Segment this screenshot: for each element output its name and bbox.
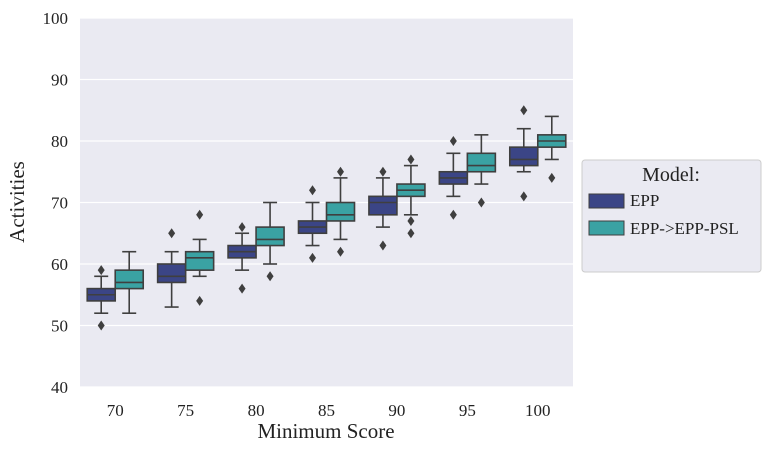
box-epp-epp-psl-90: [396, 154, 426, 239]
outlier-point: [379, 166, 387, 177]
outlier-point: [449, 136, 457, 146]
outlier-point: [97, 320, 105, 331]
x-axis-label: Minimum Score: [257, 419, 394, 443]
box-epp-epp-psl-95: [466, 134, 497, 208]
outlier-point: [337, 246, 344, 257]
box-body: [368, 195, 398, 216]
box-body: [255, 226, 285, 247]
outlier-point: [407, 228, 415, 239]
y-tick-label-90: 90: [51, 71, 68, 90]
x-tick-label-95: 95: [459, 401, 476, 420]
box-epp-epp-psl-85: [325, 166, 356, 257]
box-epp-80: [227, 222, 257, 294]
box-epp-epp-psl-75: [184, 209, 215, 306]
y-tick-label-40: 40: [51, 378, 68, 397]
box-body: [508, 146, 539, 167]
y-tick-label-80: 80: [51, 132, 68, 151]
outlier-point: [477, 197, 485, 208]
legend: Model: EPP EPP->EPP-PSL: [581, 159, 762, 273]
box-epp-85: [297, 185, 328, 263]
box-epp-100: [508, 105, 539, 202]
box-epp-epp-psl-80: [255, 201, 285, 282]
x-tick-label-70: 70: [107, 401, 124, 420]
legend-label-epp: EPP: [630, 191, 659, 210]
box-epp-70: [86, 265, 117, 331]
legend-title: Model:: [642, 164, 700, 186]
legend-swatch-epp-psl: [588, 220, 625, 236]
legend-label-epp-psl: EPP->EPP-PSL: [630, 219, 739, 238]
box-body: [156, 263, 187, 284]
outlier-point: [520, 191, 528, 202]
y-tick-label-60: 60: [51, 255, 68, 274]
y-tick-labels: 40 50 60 70 80 90 100: [43, 9, 69, 397]
box-body: [466, 152, 497, 173]
box-epp-epp-psl-70: [114, 250, 145, 315]
y-axis-label: Activities: [5, 161, 29, 243]
outlier-point: [238, 222, 246, 233]
legend-swatch-epp: [588, 193, 625, 209]
outlier-point: [548, 172, 556, 183]
outlier-point: [309, 185, 316, 196]
outlier-point: [407, 215, 415, 226]
outlier-point: [196, 209, 204, 220]
outlier-point: [337, 166, 344, 177]
box-epp-75: [156, 228, 187, 308]
x-tick-label-80: 80: [248, 401, 265, 420]
outlier-point: [97, 265, 105, 276]
outlier-point: [168, 228, 176, 239]
box-body: [114, 269, 145, 290]
x-tick-labels: 70 75 80 85 90 95 100: [107, 401, 551, 420]
outlier-point: [309, 252, 316, 263]
box-epp-95: [438, 136, 469, 220]
x-tick-label-100: 100: [525, 401, 551, 420]
y-tick-label-50: 50: [51, 317, 68, 336]
outlier-point: [379, 240, 387, 251]
outlier-point: [407, 154, 415, 165]
outlier-point: [266, 271, 274, 282]
y-tick-label-100: 100: [43, 9, 69, 28]
boxes: [86, 105, 567, 331]
x-tick-label-90: 90: [388, 401, 405, 420]
outlier-point: [520, 105, 528, 116]
outlier-point: [238, 283, 246, 294]
x-tick-label-75: 75: [177, 401, 194, 420]
y-tick-label-70: 70: [51, 194, 68, 213]
box-body: [184, 250, 215, 271]
box-epp-epp-psl-100: [536, 115, 567, 183]
x-tick-label-85: 85: [318, 401, 335, 420]
box-epp-90: [368, 166, 398, 251]
legend-frame: [581, 159, 762, 273]
outlier-point: [196, 295, 204, 306]
outlier-point: [449, 209, 457, 220]
box-body: [325, 201, 356, 222]
